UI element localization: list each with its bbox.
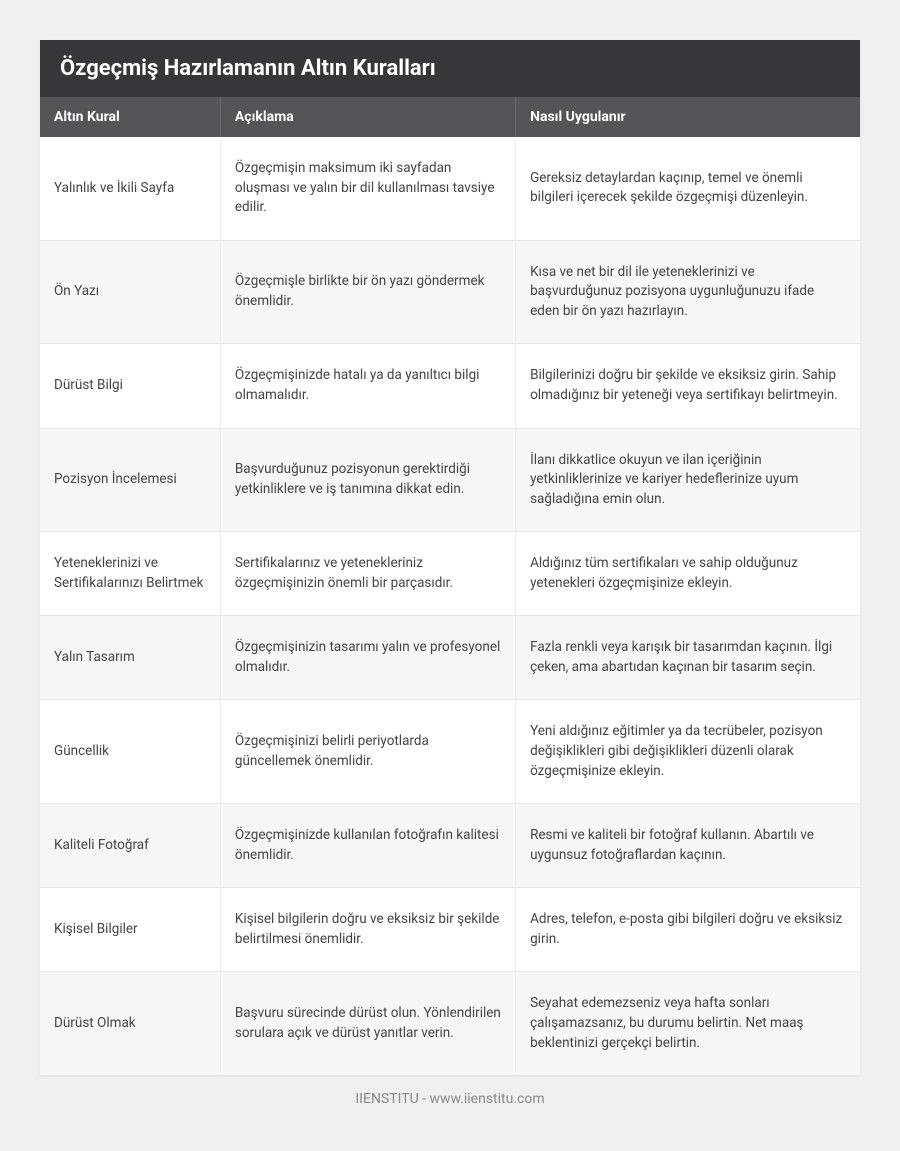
table-header-row: Altın Kural Açıklama Nasıl Uygulanır bbox=[40, 97, 860, 137]
cell-how: Yeni aldığınız eğitimler ya da tecrübele… bbox=[516, 700, 860, 804]
cell-rule: Dürüst Bilgi bbox=[40, 344, 220, 428]
cell-desc: Özgeçmişinizi belirli periyotlarda günce… bbox=[220, 700, 515, 804]
cell-rule: Kaliteli Fotoğraf bbox=[40, 804, 220, 888]
cell-desc: Özgeçmişin maksimum iki sayfadan oluşmas… bbox=[220, 137, 515, 240]
table-row: Dürüst BilgiÖzgeçmişinizde hatalı ya da … bbox=[40, 344, 860, 428]
cell-rule: Güncellik bbox=[40, 700, 220, 804]
table-row: Yeteneklerinizi ve Sertifikalarınızı Bel… bbox=[40, 532, 860, 616]
table-row: Kaliteli FotoğrafÖzgeçmişinizde kullanıl… bbox=[40, 804, 860, 888]
card-title: Özgeçmiş Hazırlamanın Altın Kuralları bbox=[40, 40, 860, 97]
cell-how: Adres, telefon, e-posta gibi bilgileri d… bbox=[516, 888, 860, 972]
cell-desc: Kişisel bilgilerin doğru ve eksiksiz bir… bbox=[220, 888, 515, 972]
rules-table: Altın Kural Açıklama Nasıl Uygulanır Yal… bbox=[40, 97, 860, 1075]
table-row: Dürüst OlmakBaşvuru sürecinde dürüst olu… bbox=[40, 972, 860, 1075]
cell-rule: Yalınlık ve İkili Sayfa bbox=[40, 137, 220, 240]
table-row: Ön YazıÖzgeçmişle birlikte bir ön yazı g… bbox=[40, 240, 860, 344]
table-row: Pozisyon İncelemesiBaşvurduğunuz pozisyo… bbox=[40, 428, 860, 532]
table-row: Yalınlık ve İkili SayfaÖzgeçmişin maksim… bbox=[40, 137, 860, 240]
cell-how: Gereksiz detaylardan kaçınıp, temel ve ö… bbox=[516, 137, 860, 240]
col-header-how: Nasıl Uygulanır bbox=[516, 97, 860, 137]
cell-rule: Yeteneklerinizi ve Sertifikalarınızı Bel… bbox=[40, 532, 220, 616]
table-row: GüncellikÖzgeçmişinizi belirli periyotla… bbox=[40, 700, 860, 804]
col-header-desc: Açıklama bbox=[220, 97, 515, 137]
cell-desc: Başvurduğunuz pozisyonun gerektirdiği ye… bbox=[220, 428, 515, 532]
cell-desc: Özgeçmişinizin tasarımı yalın ve profesy… bbox=[220, 616, 515, 700]
cell-desc: Özgeçmişinizde hatalı ya da yanıltıcı bi… bbox=[220, 344, 515, 428]
cell-rule: Kişisel Bilgiler bbox=[40, 888, 220, 972]
cell-how: Fazla renkli veya karışık bir tasarımdan… bbox=[516, 616, 860, 700]
table-row: Yalın TasarımÖzgeçmişinizin tasarımı yal… bbox=[40, 616, 860, 700]
cell-how: Bilgilerinizi doğru bir şekilde ve eksik… bbox=[516, 344, 860, 428]
cell-how: Resmi ve kaliteli bir fotoğraf kullanın.… bbox=[516, 804, 860, 888]
cell-desc: Özgeçmişle birlikte bir ön yazı gönderme… bbox=[220, 240, 515, 344]
cell-rule: Dürüst Olmak bbox=[40, 972, 220, 1075]
table-row: Kişisel BilgilerKişisel bilgilerin doğru… bbox=[40, 888, 860, 972]
table-body: Yalınlık ve İkili SayfaÖzgeçmişin maksim… bbox=[40, 137, 860, 1075]
cell-rule: Yalın Tasarım bbox=[40, 616, 220, 700]
col-header-rule: Altın Kural bbox=[40, 97, 220, 137]
cell-rule: Ön Yazı bbox=[40, 240, 220, 344]
cell-desc: Özgeçmişinizde kullanılan fotoğrafın kal… bbox=[220, 804, 515, 888]
cell-rule: Pozisyon İncelemesi bbox=[40, 428, 220, 532]
cell-how: Aldığınız tüm sertifikaları ve sahip old… bbox=[516, 532, 860, 616]
content-card: Özgeçmiş Hazırlamanın Altın Kuralları Al… bbox=[40, 40, 860, 1075]
footer-text: IIENSTITU - www.iienstitu.com bbox=[40, 1075, 860, 1111]
cell-how: Kısa ve net bir dil ile yeteneklerinizi … bbox=[516, 240, 860, 344]
cell-desc: Başvuru sürecinde dürüst olun. Yönlendir… bbox=[220, 972, 515, 1075]
cell-desc: Sertifikalarınız ve yetenekleriniz özgeç… bbox=[220, 532, 515, 616]
cell-how: İlanı dikkatlice okuyun ve ilan içeriğin… bbox=[516, 428, 860, 532]
cell-how: Seyahat edemezseniz veya hafta sonları ç… bbox=[516, 972, 860, 1075]
